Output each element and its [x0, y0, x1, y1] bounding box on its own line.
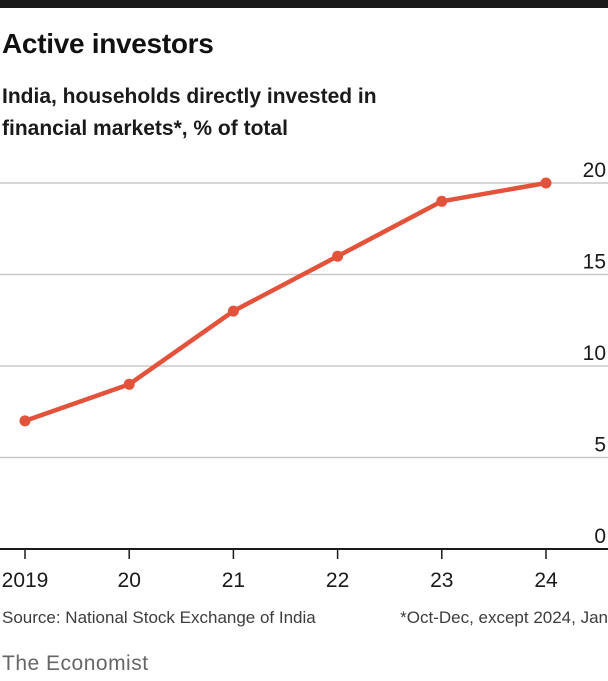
top-accent-bar [0, 0, 608, 8]
x-tick-label: 20 [118, 569, 141, 590]
x-tick-label: 21 [222, 569, 245, 590]
brand-wordmark: The Economist [2, 652, 149, 675]
x-tick-label: 24 [534, 569, 558, 590]
y-axis-ticks: 0 5 10 15 20 [583, 159, 606, 548]
data-point-21 [227, 305, 239, 317]
line-chart: 0 5 10 15 20 2019 20 21 22 23 24 [0, 159, 608, 590]
data-point-22 [332, 250, 344, 262]
y-tick-label: 0 [594, 525, 606, 548]
chart-title: Active investors [2, 28, 214, 59]
y-tick-label: 10 [583, 342, 606, 365]
data-point-2019 [19, 415, 31, 427]
footnote: *Oct-Dec, except 2024, Jan [400, 608, 608, 627]
chart-subtitle: India, households directly invested in f… [2, 85, 377, 140]
source-note: Source: National Stock Exchange of India [2, 608, 316, 627]
data-point-23 [436, 195, 448, 207]
gridlines [0, 182, 608, 459]
x-tick-label: 22 [326, 569, 349, 590]
data-point-24 [540, 177, 552, 189]
y-tick-label: 20 [583, 159, 606, 182]
series-line [22, 180, 549, 424]
y-tick-label: 15 [583, 251, 606, 274]
x-tick-label: 23 [430, 569, 453, 590]
data-point-20 [123, 378, 135, 390]
y-tick-label: 5 [594, 434, 606, 457]
series-layer [19, 177, 552, 427]
x-tick-label: 2019 [2, 569, 49, 590]
x-axis: 2019 20 21 22 23 24 [0, 548, 608, 590]
